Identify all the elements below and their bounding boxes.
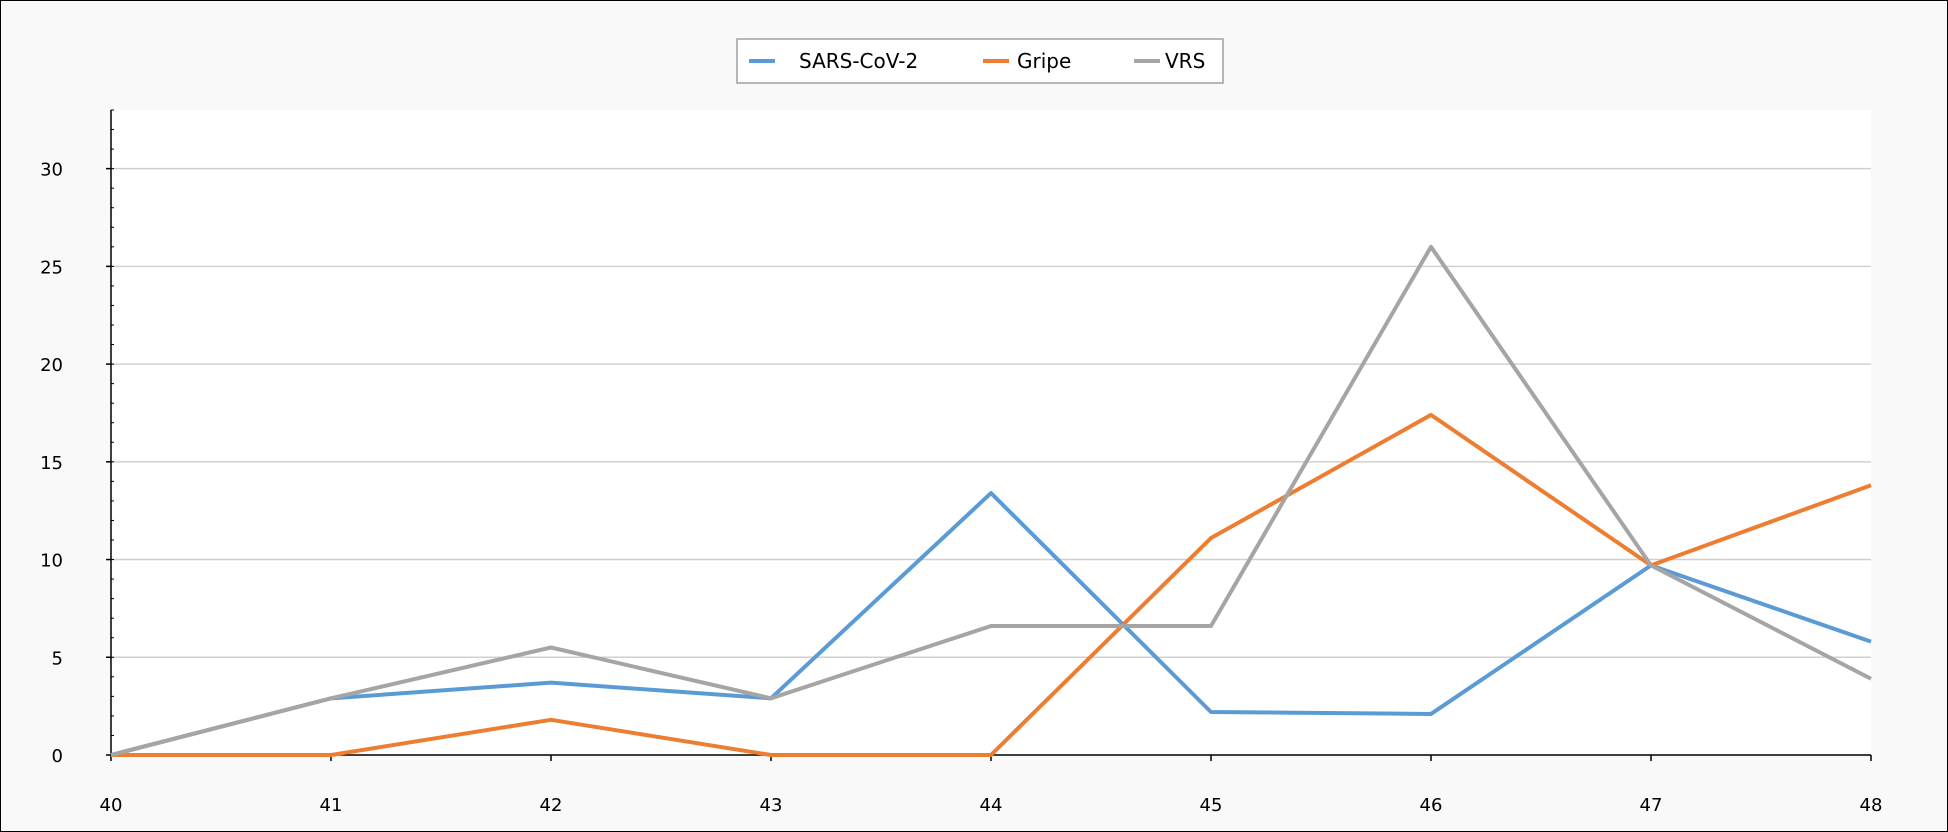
y-tick-label-0: 0	[52, 746, 63, 767]
x-tick-label-45: 45	[1200, 795, 1223, 816]
x-tick-label-44: 44	[980, 795, 1003, 816]
y-tick-label-15: 15	[40, 453, 63, 474]
series-line-gripe	[111, 412, 1872, 757]
plot-area	[111, 110, 1871, 755]
series-lines	[110, 244, 1872, 757]
x-tick-label-47: 47	[1640, 795, 1663, 816]
x-tick-label-40: 40	[100, 795, 123, 816]
legend-label-vrs: VRS	[1165, 49, 1205, 73]
y-tick-label-5: 5	[52, 648, 63, 669]
x-tick-label-46: 46	[1420, 795, 1443, 816]
legend-label-sars-cov-2: SARS-CoV-2	[799, 49, 918, 73]
y-tick-label-25: 25	[40, 257, 63, 278]
x-tick-label-42: 42	[540, 795, 563, 816]
x-tick-label-43: 43	[760, 795, 783, 816]
series-line-sars-cov-2	[110, 491, 1872, 757]
x-tick-label-41: 41	[320, 795, 343, 816]
y-axis-tick-labels: 0 5 10 15 20 25 30	[40, 160, 63, 767]
legend-label-gripe: Gripe	[1017, 49, 1071, 73]
x-tick-label-48: 48	[1860, 795, 1883, 816]
x-axis-tick-labels: 40 41 42 43 44 45 46 47 48	[100, 755, 1883, 816]
y-tick-label-10: 10	[40, 551, 63, 572]
y-tick-label-20: 20	[40, 355, 63, 376]
series-line-vrs	[110, 244, 1872, 757]
y-tick-label-30: 30	[40, 160, 63, 181]
legend: SARS-CoV-2 Gripe VRS	[736, 38, 1224, 84]
